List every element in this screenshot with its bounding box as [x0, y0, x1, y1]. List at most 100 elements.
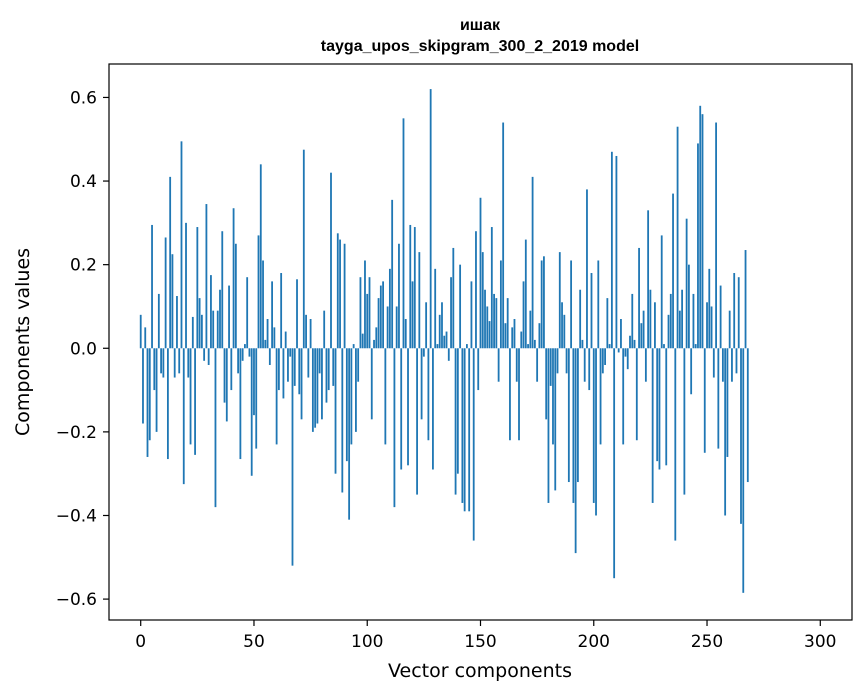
- bar: [565, 348, 568, 374]
- bar: [407, 348, 409, 466]
- bar: [413, 227, 416, 349]
- bar: [699, 105, 702, 349]
- bar: [570, 260, 573, 349]
- bar: [490, 227, 493, 349]
- bar: [744, 250, 747, 349]
- bar: [683, 348, 686, 495]
- bar: [185, 222, 187, 349]
- bar: [280, 273, 283, 349]
- bar: [676, 126, 679, 349]
- bar: [640, 323, 643, 349]
- bar: [398, 243, 400, 349]
- y-axis-ticks: −0.6 −0.4 −0.2 0.0 0.2 0.4 0.6: [56, 88, 109, 610]
- bar: [665, 348, 668, 466]
- bar: [348, 348, 351, 520]
- bar: [400, 348, 403, 470]
- bar: [563, 314, 566, 349]
- bar: [597, 260, 600, 349]
- bar: [601, 348, 604, 374]
- y-axis-label: Components values: [12, 248, 34, 436]
- bar: [556, 348, 559, 374]
- bar: [472, 348, 475, 541]
- bar: [318, 348, 321, 374]
- bar: [654, 302, 656, 349]
- bar: [443, 335, 446, 349]
- bar: [690, 348, 693, 395]
- bar: [364, 260, 366, 349]
- bar: [638, 247, 640, 349]
- bar: [250, 348, 253, 476]
- bar: [488, 321, 491, 349]
- bar: [434, 268, 437, 349]
- bar: [194, 348, 196, 455]
- x-tick-label: 250: [691, 632, 723, 652]
- y-tick-label: −0.6: [56, 590, 97, 610]
- y-tick-label: 0.6: [70, 88, 97, 108]
- bar: [622, 348, 625, 445]
- bar: [513, 319, 516, 349]
- bar: [393, 348, 396, 508]
- bar: [615, 155, 618, 349]
- bar: [153, 348, 156, 391]
- bar: [515, 348, 518, 382]
- y-tick-label: 0.2: [70, 256, 97, 276]
- bar: [484, 289, 486, 349]
- bar: [520, 331, 523, 349]
- bar: [719, 285, 722, 349]
- bar: [549, 348, 552, 386]
- bar: [162, 348, 165, 378]
- bar: [305, 314, 307, 349]
- bar: [567, 348, 570, 483]
- bar: [248, 348, 251, 357]
- bar: [148, 348, 151, 441]
- bar: [395, 306, 398, 349]
- bar: [207, 348, 210, 365]
- bar: [432, 348, 434, 470]
- bar: [463, 348, 466, 512]
- bar: [377, 298, 380, 349]
- bar: [708, 268, 711, 349]
- bar: [701, 114, 704, 349]
- bar: [166, 348, 169, 460]
- bar: [581, 339, 584, 349]
- bar: [169, 176, 172, 349]
- bar: [475, 231, 477, 349]
- bar: [703, 348, 706, 453]
- bar: [384, 348, 387, 445]
- x-tick-label: 0: [135, 632, 146, 652]
- bar: [151, 224, 153, 349]
- bar: [579, 289, 582, 349]
- bar: [302, 149, 305, 349]
- bar: [171, 254, 174, 349]
- bar: [635, 348, 638, 441]
- y-tick-label: 0.4: [70, 172, 97, 192]
- bar: [658, 348, 661, 470]
- bar: [244, 344, 246, 349]
- bar: [613, 348, 616, 579]
- bar: [246, 277, 249, 349]
- bar: [610, 151, 613, 349]
- bar: [724, 348, 727, 516]
- bar: [731, 348, 733, 382]
- bar: [604, 348, 606, 365]
- bar: [323, 310, 326, 349]
- bar: [327, 348, 330, 391]
- bar: [574, 348, 577, 554]
- bar: [343, 243, 346, 349]
- bar: [300, 348, 303, 420]
- bar: [418, 252, 421, 349]
- bar: [561, 302, 563, 349]
- bar: [626, 348, 629, 370]
- bar: [237, 348, 240, 374]
- bar: [746, 348, 749, 483]
- bar: [230, 348, 233, 391]
- bar: [330, 172, 332, 349]
- bar: [511, 327, 514, 349]
- bar: [391, 199, 394, 349]
- bar: [606, 298, 609, 349]
- bar: [624, 348, 627, 357]
- bar: [216, 310, 219, 349]
- bar: [672, 193, 674, 349]
- bar: [552, 348, 554, 445]
- bar: [173, 348, 176, 378]
